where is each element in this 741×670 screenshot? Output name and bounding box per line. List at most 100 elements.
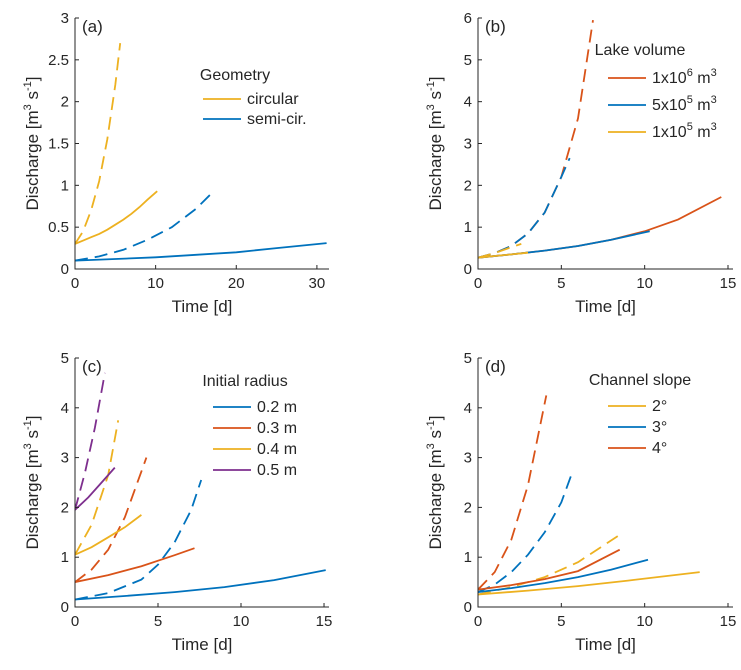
x-tick-label: 30 <box>309 275 326 292</box>
legend-entry: 0.4 m <box>257 441 297 458</box>
y-tick-label: 5 <box>61 350 69 367</box>
y-tick-label: 0 <box>61 261 69 278</box>
legend-entry: 0.5 m <box>257 462 297 479</box>
series-group <box>478 19 722 259</box>
legend-entry: 0.2 m <box>257 399 297 416</box>
y-axis-label: Discharge [m3 s-1] <box>22 76 42 210</box>
panel-label: (b) <box>485 17 506 36</box>
legend-entry: 4° <box>652 440 667 457</box>
axes <box>477 358 733 608</box>
y-tick-label: 2 <box>464 177 472 194</box>
series-line-dashed-3 <box>478 474 573 593</box>
legend-title: Initial radius <box>202 373 287 390</box>
axes <box>74 18 329 270</box>
legend-entry: semi-cir. <box>247 111 307 128</box>
legend: Geometry circular semi-cir. <box>200 67 307 128</box>
series-group <box>478 395 700 596</box>
y-tick-label: 2 <box>464 499 472 516</box>
series-line-1x10-m--4 <box>478 251 529 259</box>
series-line-dashed-5 <box>478 243 522 259</box>
y-tick-label: 1 <box>61 549 69 566</box>
series-line-0.2-m-0 <box>75 569 326 601</box>
legend-entry: 3° <box>652 419 667 436</box>
x-tick-label: 5 <box>154 613 162 630</box>
series-line-dashed-3 <box>75 457 148 583</box>
y-tick-label: 2 <box>61 499 69 516</box>
panel-label: (a) <box>82 17 103 36</box>
panel-a: 0 10 20 30 0 0.5 1 1.5 2 2.5 3 Time [d] Discharge [m… <box>22 10 329 316</box>
x-tick-label: 10 <box>636 613 653 630</box>
legend-entry: 1x105 m3 <box>652 121 717 141</box>
y-tick-label: 0 <box>61 599 69 616</box>
y-tick-label: 0.5 <box>48 219 69 236</box>
x-tick-label: 10 <box>636 275 653 292</box>
y-tick-label: 0 <box>464 261 472 278</box>
x-tick-label: 10 <box>147 275 164 292</box>
y-axis-label: Discharge [m3 s-1] <box>425 415 445 549</box>
series-line-2--0 <box>478 571 700 596</box>
x-tick-label: 20 <box>228 275 245 292</box>
y-tick-label: 2 <box>61 94 69 111</box>
x-tick-label: 0 <box>71 613 79 630</box>
legend: Lake volume 1x106 m3 5x105 m3 1x105 m3 <box>595 42 717 141</box>
y-tick-label: 1 <box>61 177 69 194</box>
legend: Initial radius 0.2 m 0.3 m 0.4 m 0.5 m <box>202 373 297 479</box>
x-axis-label: Time [d] <box>575 635 636 654</box>
series-line-5x10-m--2 <box>478 230 650 259</box>
y-tick-label: 3 <box>61 10 69 27</box>
series-line-1x10-m--0 <box>478 196 722 259</box>
series-line-0.3-m-2 <box>75 547 195 583</box>
x-axis-label: Time [d] <box>575 297 636 316</box>
legend-title: Lake volume <box>595 42 686 59</box>
legend-entry: 2° <box>652 398 667 415</box>
series-group <box>75 372 326 601</box>
y-tick-label: 0 <box>464 599 472 616</box>
x-tick-label: 0 <box>474 613 482 630</box>
legend-title: Channel slope <box>589 372 691 389</box>
series-line-dashed-1 <box>75 479 203 601</box>
y-tick-label: 4 <box>61 400 69 417</box>
x-tick-label: 15 <box>720 613 737 630</box>
x-tick-label: 0 <box>474 275 482 292</box>
x-tick-label: 15 <box>316 613 333 630</box>
y-tick-label: 2.5 <box>48 52 69 69</box>
panel-b: 0 5 10 15 0 1 2 3 4 5 6 Time [d] Discharge [m3 s-1] (… <box>425 10 736 316</box>
legend-entry: 0.3 m <box>257 420 297 437</box>
series-line-dashed-5 <box>478 395 548 591</box>
x-tick-label: 15 <box>720 275 737 292</box>
y-tick-label: 4 <box>464 94 472 111</box>
legend-entry: 1x106 m3 <box>652 67 717 87</box>
x-axis-label: Time [d] <box>172 635 233 654</box>
series-line-semi-cir.-2 <box>75 242 327 262</box>
y-tick-label: 3 <box>61 450 69 467</box>
series-line-circular-0 <box>75 190 158 245</box>
series-line-dashed-3 <box>75 190 215 262</box>
legend-entry: 5x105 m3 <box>652 94 717 114</box>
y-tick-label: 3 <box>464 450 472 467</box>
legend-entry: circular <box>247 91 299 108</box>
series-group <box>75 42 327 262</box>
series-line-dashed-1 <box>75 42 122 245</box>
x-tick-label: 5 <box>557 613 565 630</box>
panel-label: (c) <box>82 357 102 376</box>
x-tick-label: 5 <box>557 275 565 292</box>
y-axis-label: Discharge [m3 s-1] <box>425 76 445 210</box>
y-tick-label: 1.5 <box>48 136 69 153</box>
y-tick-label: 1 <box>464 549 472 566</box>
series-line-0.5-m-6 <box>75 467 116 511</box>
x-tick-label: 10 <box>233 613 250 630</box>
series-line-dashed-3 <box>478 157 571 259</box>
legend: Channel slope 2° 3° 4° <box>589 372 691 457</box>
legend-title: Geometry <box>200 67 270 84</box>
x-axis-label: Time [d] <box>172 297 233 316</box>
y-tick-label: 5 <box>464 52 472 69</box>
series-line-4--4 <box>478 548 621 591</box>
panel-d: 0 5 10 15 0 1 2 3 4 5 Time [d] Discharge [m3 s-1] (d… <box>425 350 736 654</box>
series-line-3--2 <box>478 558 649 593</box>
y-tick-label: 6 <box>464 10 472 27</box>
y-tick-label: 4 <box>464 400 472 417</box>
series-line-0.4-m-4 <box>75 514 142 556</box>
y-axis-label: Discharge [m3 s-1] <box>22 415 42 549</box>
axes <box>74 358 329 608</box>
